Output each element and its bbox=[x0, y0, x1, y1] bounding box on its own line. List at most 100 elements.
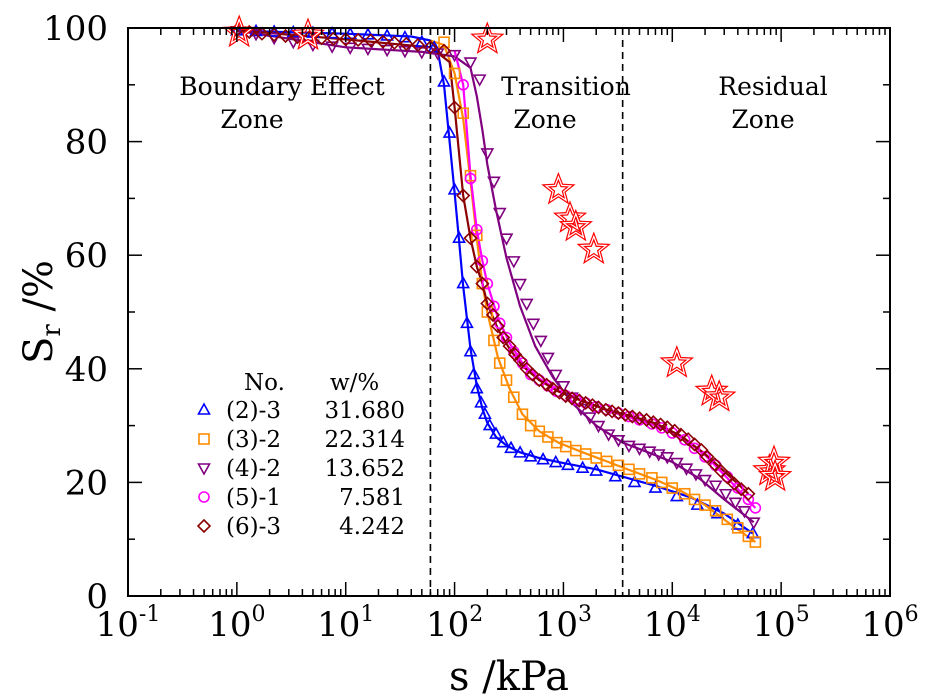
data-point-square bbox=[470, 229, 483, 242]
y-tick-label: 80 bbox=[65, 123, 108, 163]
data-point-diamond bbox=[447, 100, 462, 115]
data-point-triangle-down bbox=[737, 505, 752, 519]
data-point-triangle-down bbox=[622, 440, 636, 454]
data-point-diamond bbox=[480, 296, 495, 311]
data-point-square bbox=[749, 536, 762, 548]
data-point-triangle-down bbox=[708, 480, 723, 493]
legend-entry: (4)-2 13.652 bbox=[197, 456, 405, 482]
data-point-diamond bbox=[456, 188, 471, 203]
data-point-diamond bbox=[539, 377, 554, 392]
data-point-triangle-up bbox=[398, 29, 412, 43]
data-point-square bbox=[732, 522, 744, 534]
y-axis-title-symbol: S bbox=[16, 337, 62, 364]
data-point-triangle-up bbox=[489, 426, 503, 439]
x-tick-label-exponent: 4 bbox=[687, 602, 701, 627]
data-point-triangle-down bbox=[541, 352, 555, 366]
data-point-triangle-down bbox=[611, 434, 626, 448]
data-point-star-inner bbox=[544, 175, 573, 202]
x-tick-label: 106 bbox=[861, 602, 918, 645]
data-point-diamond bbox=[314, 31, 329, 46]
legend-entry: (5)-1 7.581 bbox=[198, 485, 405, 511]
data-point-diamond bbox=[681, 432, 696, 447]
legend-series-name: (5)-1 bbox=[226, 485, 281, 511]
data-point-diamond bbox=[469, 259, 484, 274]
data-point-triangle-up bbox=[627, 474, 642, 488]
data-point-square bbox=[500, 374, 513, 386]
data-point-triangle-up bbox=[197, 402, 211, 415]
data-point-diamond bbox=[502, 338, 517, 354]
data-point-square bbox=[666, 482, 679, 494]
y-axis-title-subscript: r bbox=[37, 324, 67, 337]
x-tick-label-exponent: 1 bbox=[360, 602, 374, 627]
data-point-triangle-up bbox=[730, 517, 745, 530]
data-point-diamond bbox=[667, 423, 682, 438]
y-tick-label: 20 bbox=[65, 463, 108, 503]
data-point-diamond bbox=[545, 381, 561, 396]
data-point-triangle-down bbox=[718, 488, 733, 502]
legend-marker-circle bbox=[198, 491, 210, 503]
x-tick-label: 101 bbox=[317, 602, 374, 645]
data-point-diamond bbox=[423, 40, 438, 55]
data-point-triangle-down bbox=[746, 517, 761, 530]
zone-label-boundary-line1: Boundary Effect bbox=[179, 72, 384, 101]
x-tick-label-exponent: 3 bbox=[578, 602, 592, 627]
data-point-triangle-down bbox=[533, 335, 548, 349]
data-point-triangle-down bbox=[513, 278, 527, 292]
data-point-circle bbox=[749, 502, 762, 514]
x-tick-label: 105 bbox=[753, 602, 810, 645]
data-point-triangle-down bbox=[380, 44, 394, 58]
data-point-triangle-up bbox=[469, 381, 484, 394]
data-point-triangle-up bbox=[474, 395, 488, 408]
data-point-triangle-down bbox=[343, 42, 358, 55]
y-axis-title-unit: /% bbox=[16, 260, 62, 324]
data-point-diamond bbox=[363, 33, 378, 48]
data-point-triangle-down bbox=[642, 446, 657, 459]
data-point-square bbox=[709, 504, 722, 517]
data-point-triangle-down bbox=[499, 233, 514, 246]
data-point-diamond bbox=[700, 449, 715, 464]
data-point-diamond bbox=[512, 353, 528, 368]
legend-series-w: 22.314 bbox=[325, 427, 405, 453]
data-point-diamond bbox=[741, 486, 756, 501]
data-point-triangle-down bbox=[472, 74, 487, 87]
data-point-triangle-down bbox=[548, 369, 563, 383]
zone-label-residual-line1: Residual bbox=[718, 72, 827, 101]
legend-series-w: 4.242 bbox=[339, 514, 405, 540]
zone-label-transition-line1: Transition bbox=[501, 72, 631, 101]
data-point-diamond bbox=[673, 427, 689, 442]
data-point-triangle-down bbox=[492, 207, 507, 221]
x-tick-label-exponent: -1 bbox=[139, 602, 160, 627]
legend-series-name: (6)-3 bbox=[226, 514, 281, 540]
x-tick-label: 103 bbox=[535, 602, 592, 645]
x-tick-label-exponent: 2 bbox=[469, 602, 483, 627]
legend-entry: (3)-2 22.314 bbox=[198, 427, 405, 453]
data-point-circle bbox=[481, 277, 494, 290]
data-point-circle bbox=[198, 491, 210, 503]
x-tick-label-exponent: 5 bbox=[796, 602, 810, 627]
data-point-triangle-down bbox=[698, 474, 712, 488]
legend-marker-triangle-up bbox=[197, 402, 211, 415]
data-point-triangle-up bbox=[575, 460, 590, 474]
data-point-diamond bbox=[552, 385, 567, 400]
data-point-square bbox=[438, 36, 450, 49]
data-point-diamond bbox=[660, 420, 675, 435]
legend-entry: (6)-3 4.242 bbox=[196, 514, 405, 540]
data-point-diamond bbox=[591, 400, 606, 415]
zone-label-transition-line2: Zone bbox=[513, 105, 576, 134]
data-point-diamond bbox=[254, 26, 270, 41]
legend-marker-diamond bbox=[196, 518, 212, 534]
data-point-circle bbox=[488, 300, 500, 313]
x-tick-label-exponent: 0 bbox=[251, 602, 265, 627]
legend-series-name: (4)-2 bbox=[226, 456, 281, 482]
zone-label-residual-line2: Zone bbox=[731, 105, 794, 134]
data-point-triangle-up bbox=[608, 469, 623, 482]
data-point-star-inner bbox=[705, 382, 734, 410]
data-point-triangle-down bbox=[601, 429, 616, 442]
data-point-triangle-down bbox=[632, 443, 647, 456]
data-point-diamond bbox=[653, 417, 668, 432]
legend-header-no: No. bbox=[244, 370, 285, 396]
data-point-circle bbox=[470, 223, 483, 236]
data-point-triangle-up bbox=[536, 452, 550, 465]
data-point-triangle-up bbox=[452, 230, 466, 243]
